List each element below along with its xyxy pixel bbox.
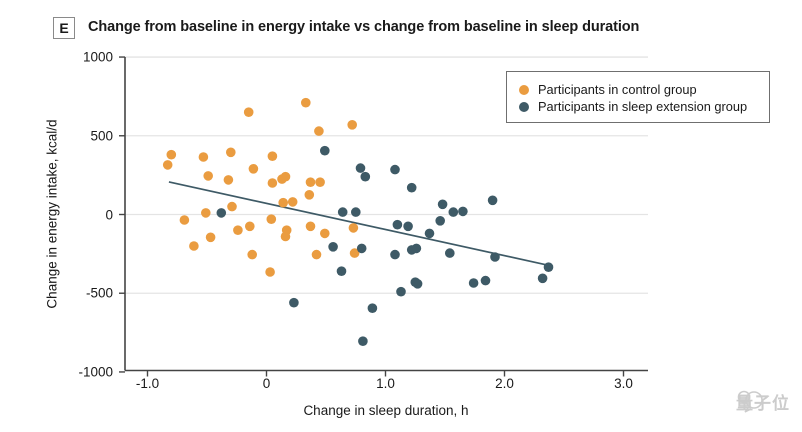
y-tick-label: 1000 xyxy=(82,49,113,65)
scatter-point-extension xyxy=(351,207,361,217)
scatter-point-extension xyxy=(289,297,299,308)
scatter-point-extension xyxy=(437,199,448,210)
scatter-point-control xyxy=(277,174,287,184)
scatter-point-control xyxy=(179,215,190,225)
scatter-point-extension xyxy=(216,208,227,218)
scatter-point-control xyxy=(247,249,257,260)
scatter-point-control xyxy=(267,151,278,161)
y-tick-label: 500 xyxy=(90,128,113,144)
scatter-point-extension xyxy=(448,207,459,217)
x-tick-label: 3.0 xyxy=(614,376,633,391)
legend-item-control: Participants in control group xyxy=(519,81,769,98)
scatter-point-control xyxy=(278,197,289,208)
scatter-point-extension xyxy=(487,195,498,206)
scatter-point-control xyxy=(280,231,291,242)
scatter-point-extension xyxy=(543,262,554,273)
scatter-point-control xyxy=(205,232,216,243)
scatter-point-extension xyxy=(328,242,338,252)
scatter-point-control xyxy=(166,149,177,160)
scatter-point-control xyxy=(245,221,255,232)
scatter-point-extension xyxy=(424,228,435,239)
scatter-point-control xyxy=(314,126,324,136)
scatter-point-control xyxy=(201,208,211,218)
y-tick-label: 0 xyxy=(105,207,113,222)
scatter-point-extension xyxy=(367,303,378,314)
scatter-point-extension xyxy=(396,286,406,297)
scatter-point-extension xyxy=(406,182,417,193)
scatter-point-extension xyxy=(480,275,491,286)
legend-label-extension: Participants in sleep extension group xyxy=(538,99,748,114)
watermark: 量子位 xyxy=(736,389,790,414)
scatter-point-control xyxy=(227,201,237,212)
qbitai-logo-icon xyxy=(737,390,763,413)
scatter-point-extension xyxy=(392,219,403,230)
control-dot-icon xyxy=(519,84,529,95)
legend: Participants in control group Participan… xyxy=(506,71,770,123)
x-tick-label: 0 xyxy=(262,376,271,391)
scatter-point-control xyxy=(347,120,358,130)
scatter-point-control xyxy=(304,190,315,200)
scatter-point-extension xyxy=(390,249,400,260)
extension-dot-icon xyxy=(519,101,529,112)
y-tick-label: -1000 xyxy=(78,364,113,380)
scatter-point-extension xyxy=(360,171,371,182)
scatter-point-control xyxy=(248,164,259,174)
scatter-point-control xyxy=(348,223,359,233)
legend-label-control: Participants in control group xyxy=(538,82,697,97)
x-tick-label: 2.0 xyxy=(495,376,514,391)
chart-title: Change from baseline in energy intake vs… xyxy=(88,19,640,35)
scatter-point-control xyxy=(305,221,316,232)
scatter-point-extension xyxy=(358,336,368,347)
panel-label: E xyxy=(53,17,75,39)
scatter-point-control xyxy=(226,147,236,158)
scatter-point-control xyxy=(311,249,322,260)
scatter-point-extension xyxy=(320,145,330,156)
scatter-point-control xyxy=(162,160,173,170)
legend-item-extension: Participants in sleep extension group xyxy=(519,98,769,115)
scatter-point-extension xyxy=(411,243,422,254)
scatter-point-extension xyxy=(403,221,413,232)
x-tick-label: -1.0 xyxy=(135,376,160,391)
scatter-point-control xyxy=(233,225,243,235)
scatter-point-control xyxy=(223,175,234,185)
scatter-point-extension xyxy=(412,279,423,289)
scatter-point-control xyxy=(198,152,209,162)
scatter-point-extension xyxy=(458,206,468,217)
scatter-point-extension xyxy=(490,252,500,262)
scatter-point-control xyxy=(203,171,213,181)
scatter-point-extension xyxy=(537,273,548,284)
scatter-point-control xyxy=(349,248,360,258)
scatter-point-extension xyxy=(435,216,446,226)
scatter-point-extension xyxy=(356,243,367,254)
scatter-point-control xyxy=(243,107,254,117)
scatter-point-control xyxy=(267,178,278,188)
scatter-point-control xyxy=(287,197,298,207)
scatter-point-control xyxy=(266,214,277,224)
scatter-point-control xyxy=(305,177,316,187)
scatter-point-extension xyxy=(445,248,455,258)
scatter-point-control xyxy=(315,177,325,187)
x-axis-title: Change in sleep duration, h xyxy=(303,403,469,418)
scatter-point-control xyxy=(265,267,275,277)
y-axis-title: Change in energy intake, kcal/d xyxy=(44,119,60,309)
scatter-point-extension xyxy=(468,278,479,288)
scatter-point-control xyxy=(189,241,199,251)
scatter-point-extension xyxy=(336,266,347,277)
y-tick-label: -500 xyxy=(85,285,113,301)
x-tick-label: 1.0 xyxy=(376,376,395,391)
scatter-point-extension xyxy=(355,163,366,173)
trend-line xyxy=(168,181,548,266)
scatter-point-control xyxy=(320,228,330,239)
scatter-point-control xyxy=(301,97,311,108)
scatter-point-extension xyxy=(390,164,400,175)
scatter-point-extension xyxy=(337,207,348,217)
